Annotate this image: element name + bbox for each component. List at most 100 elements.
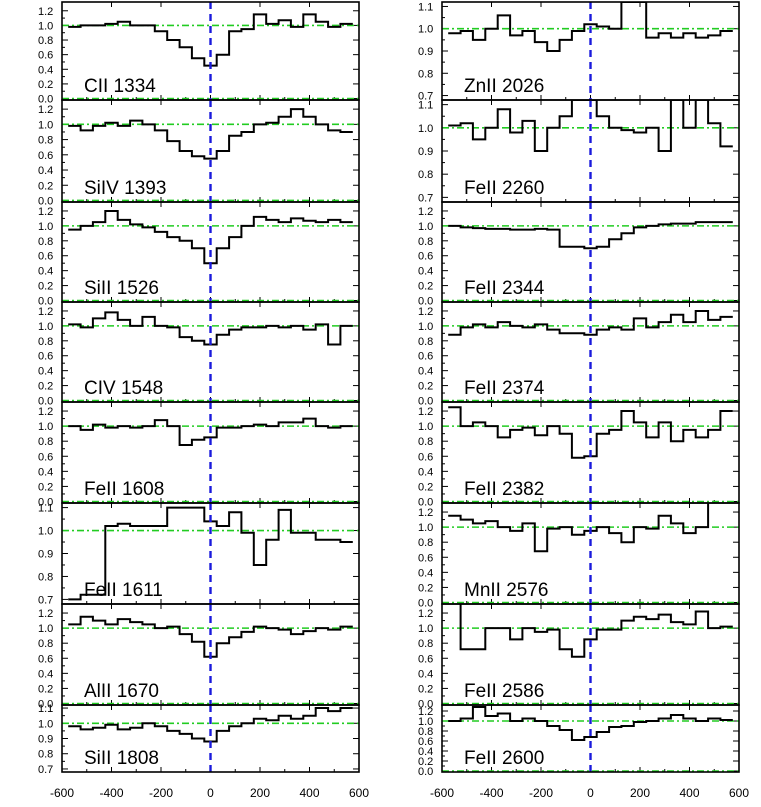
x-tick-label: -200 (149, 786, 173, 800)
y-tick-label: 0.8 (418, 169, 433, 181)
y-tick-label: 0.8 (38, 571, 53, 583)
transition-label: CII 1334 (84, 76, 156, 97)
y-tick-label: 0.4 (38, 668, 53, 680)
y-tick-label: 0.6 (418, 251, 433, 263)
y-tick-label: 0.9 (418, 46, 433, 58)
transition-label: SiIV 1393 (84, 178, 166, 199)
y-tick-label: 1.2 (38, 608, 53, 620)
y-tick-label: 0.2 (418, 481, 433, 493)
y-tick-label: 1.2 (38, 206, 53, 218)
y-tick-label: 0.4 (418, 746, 433, 758)
transition-label: FeII 2600 (464, 748, 544, 769)
y-tick-label: 0.0 (38, 698, 53, 710)
panel-feii-2344: 0.0 0.2 0.4 0.6 0.8 1.0 1.2 FeII 2344 (418, 201, 740, 308)
flux-step-line (448, 100, 733, 152)
x-tick-label: -400 (479, 786, 503, 800)
y-tick-label: 0.7 (38, 764, 53, 776)
y-tick-label: 0.0 (418, 296, 433, 308)
x-tick-label: 0 (587, 786, 594, 800)
y-tick-label: 1.0 (418, 221, 433, 233)
y-tick-label: 0.4 (38, 366, 53, 378)
transition-label: SiII 1808 (84, 748, 159, 769)
y-tick-label: 0.8 (418, 68, 433, 80)
transition-label: FeII 1608 (84, 479, 164, 500)
y-tick-label: 1.0 (38, 718, 53, 730)
flux-step-line (68, 13, 353, 67)
y-tick-label: 1.0 (418, 123, 433, 135)
y-tick-label: 1.0 (38, 321, 53, 333)
transition-label: FeII 2374 (464, 378, 545, 399)
flux-step-line (448, 706, 733, 741)
y-tick-label: 0.2 (38, 79, 53, 91)
y-tick-label: 0.6 (418, 653, 433, 665)
y-tick-label: 0.9 (38, 734, 53, 746)
y-tick-label: 0.8 (38, 436, 53, 448)
y-tick-label: 1.0 (38, 119, 53, 131)
y-tick-label: 0.4 (38, 165, 53, 177)
y-tick-label: 1.2 (418, 406, 433, 418)
y-tick-label: 0.0 (418, 496, 433, 508)
y-tick-label: 0.0 (38, 396, 53, 408)
panel-cii-1334: 0.0 0.2 0.4 0.6 0.8 1.0 1.2 CII 1334 (38, 1, 360, 106)
transition-label: SiII 1526 (84, 278, 159, 299)
y-tick-label: 0.8 (418, 726, 433, 738)
panel-civ-1548: 0.0 0.2 0.4 0.6 0.8 1.0 1.2 CIV 1548 (38, 301, 360, 408)
panel-feii-1611: 0.7 0.8 0.9 1.0 1.1 FeII 1611 (38, 502, 360, 606)
y-tick-label: 0.2 (418, 281, 433, 293)
y-tick-label: 1.2 (418, 608, 433, 620)
y-tick-label: 0.2 (38, 381, 53, 393)
flux-step-line (68, 311, 353, 346)
y-tick-label: 0.2 (38, 180, 53, 192)
transition-label: MnII 2576 (464, 580, 549, 601)
y-tick-label: 0.7 (418, 192, 433, 204)
y-tick-label: 0.6 (418, 451, 433, 463)
y-tick-label: 0.6 (418, 552, 433, 564)
y-tick-label: 0.4 (418, 668, 433, 680)
y-tick-label: 0.8 (38, 749, 53, 761)
y-tick-label: 1.1 (38, 503, 53, 515)
y-tick-label: 1.0 (418, 24, 433, 36)
y-tick-label: 0.8 (38, 638, 53, 650)
y-tick-label: 0.4 (38, 64, 53, 76)
y-tick-label: 0.6 (38, 150, 53, 162)
y-tick-label: 0.7 (38, 594, 53, 606)
y-tick-label: 1.0 (418, 716, 433, 728)
panel-mnii-2576: 0.0 0.2 0.4 0.6 0.8 1.0 1.2 MnII 2576 (418, 502, 740, 609)
panel-feii-2260: 0.7 0.8 0.9 1.0 1.1 FeII 2260 (418, 99, 740, 204)
panel-frame (61, 704, 360, 773)
y-tick-label: 1.2 (418, 507, 433, 519)
y-tick-label: 1.0 (418, 421, 433, 433)
transition-label: FeII 2260 (464, 178, 544, 199)
x-tick-label: -600 (430, 786, 454, 800)
y-tick-label: 0.4 (38, 466, 53, 478)
transition-label: FeII 2382 (464, 479, 544, 500)
flux-step-line (68, 506, 353, 601)
y-tick-label: 1.2 (38, 104, 53, 116)
transition-label: FeII 1611 (84, 580, 163, 601)
panel-siii-1526: 0.0 0.2 0.4 0.6 0.8 1.0 1.2 SiII 1526 (38, 201, 360, 308)
panel-feii-2600: 0.00.20.40.60.81.01.2 FeII 2600 (418, 704, 740, 778)
flux-step-line (68, 707, 353, 743)
transition-label: FeII 2586 (464, 681, 544, 702)
panel-frame (441, 704, 740, 773)
x-tick-label: 400 (679, 786, 699, 800)
y-tick-label: 0.0 (418, 597, 433, 609)
panel-siiv-1393: 0.0 0.2 0.4 0.6 0.8 1.0 1.2 SiIV 1393 (38, 99, 360, 207)
panel-siii-1808: 0.7 0.8 0.9 1.0 1.1 SiII 1808 (38, 703, 360, 776)
transition-label: FeII 2344 (464, 278, 545, 299)
y-tick-label: 1.1 (418, 100, 433, 112)
y-tick-label: 1.2 (38, 6, 53, 18)
y-tick-label: 0.0 (38, 94, 53, 106)
y-tick-label: 1.1 (38, 703, 53, 715)
x-tick-label: 200 (630, 786, 650, 800)
y-tick-label: 0.0 (38, 496, 53, 508)
transition-label: AlII 1670 (84, 681, 159, 702)
panel-feii-2586: 0.0 0.2 0.4 0.6 0.8 1.0 1.2 FeII 2586 (418, 603, 740, 710)
y-tick-label: 0.8 (418, 638, 433, 650)
y-tick-label: 1.0 (38, 20, 53, 32)
y-tick-label: 0.2 (418, 756, 433, 768)
x-tick-label: 400 (299, 786, 319, 800)
x-tick-label: 0 (207, 786, 214, 800)
y-tick-label: 1.0 (418, 321, 433, 333)
